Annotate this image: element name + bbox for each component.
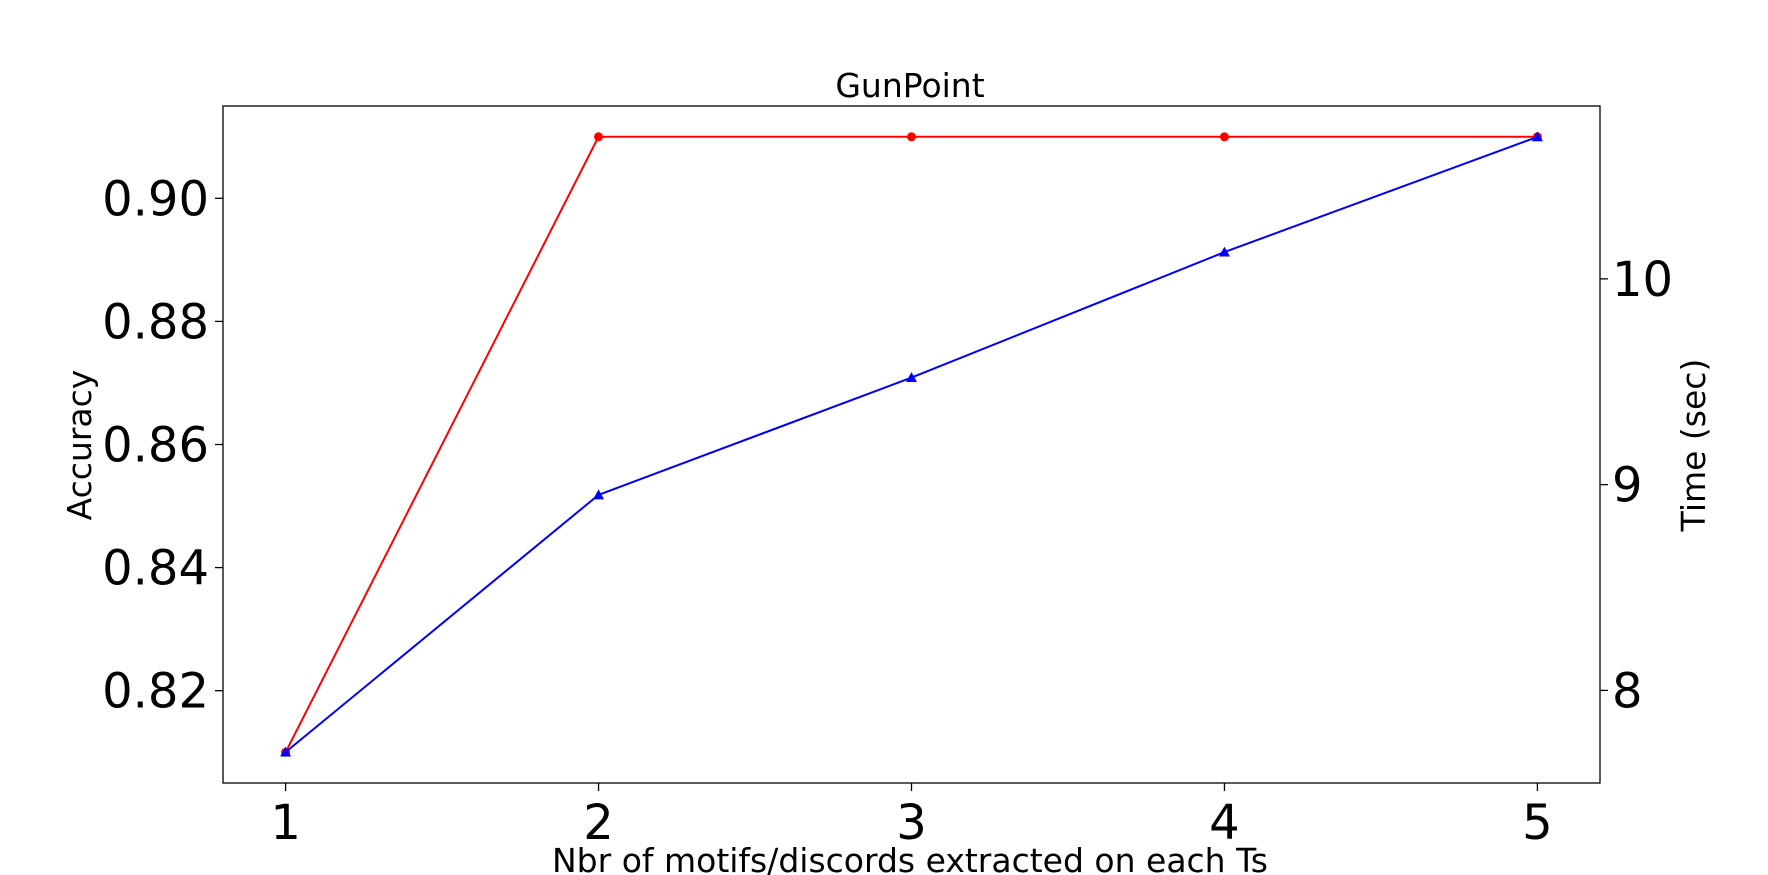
series-1-point (906, 372, 917, 383)
right-y-tick-label: 10 (1612, 252, 1673, 308)
left-y-tick-label: 0.90 (102, 171, 209, 227)
series-0-point (1219, 132, 1229, 142)
x-tick-label: 5 (1522, 795, 1553, 851)
right-y-axis-ticks: 8 9 10 (1600, 252, 1673, 719)
series-1-line (284, 135, 1538, 753)
left-y-tick-label: 0.82 (102, 664, 209, 720)
series-group (280, 131, 1543, 757)
x-tick-label: 2 (583, 795, 614, 851)
series-1-point (280, 746, 292, 757)
plot-frame (222, 105, 1601, 784)
x-tick-label: 1 (270, 795, 301, 851)
x-tick-label: 3 (896, 795, 927, 851)
left-y-tick-label: 0.84 (102, 541, 209, 597)
series-1-point (593, 489, 605, 500)
x-axis-label: Nbr of motifs/discords extracted on each… (552, 841, 1268, 875)
left-y-axis-label: Accuracy (60, 370, 99, 521)
left-y-tick-label: 0.86 (102, 418, 209, 474)
chart-title: GunPoint (835, 66, 984, 105)
series-0-point (594, 132, 604, 142)
series-1-point (1531, 131, 1543, 142)
right-y-tick-label: 9 (1612, 458, 1643, 514)
right-y-tick-label: 8 (1612, 663, 1643, 719)
series-0-point (907, 132, 916, 142)
right-y-axis-label: Time (sec) (1674, 359, 1713, 533)
x-axis-ticks: 1 2 3 4 5 (270, 783, 1553, 851)
left-y-axis-ticks: 0.82 0.84 0.86 0.88 0.90 (102, 171, 223, 720)
left-y-tick-label: 0.88 (102, 294, 209, 350)
series-0-line (284, 135, 1538, 753)
series-1-point (1218, 246, 1230, 257)
x-tick-label: 4 (1209, 795, 1240, 851)
